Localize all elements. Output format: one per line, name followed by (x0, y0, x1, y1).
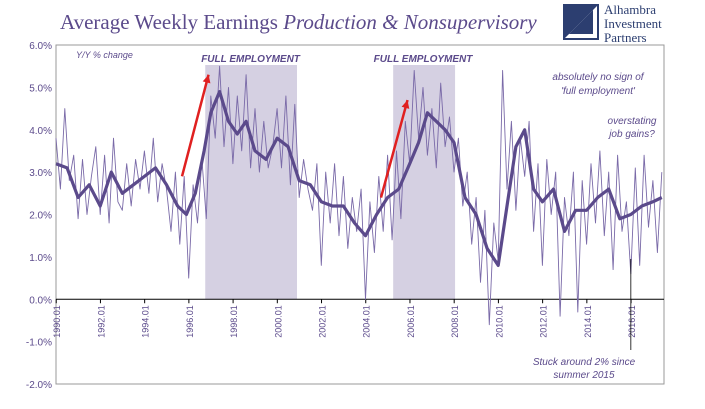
annotation-full-employment-1: FULL EMPLOYMENT (201, 54, 301, 65)
series-line-monthly (55, 65, 663, 326)
logo-line-2: Investment (604, 16, 662, 31)
red-arrow-1-head (202, 74, 211, 84)
chart-title: Average Weekly Earnings Production & Non… (60, 10, 537, 34)
y-tick-label: 1.0% (29, 253, 52, 264)
logo-line-1: Alhambra (604, 2, 656, 17)
y-tick-label: 0.0% (29, 295, 52, 306)
x-tick-label: 2002.01 (318, 305, 328, 338)
x-tick-label: 1990.01 (52, 305, 62, 338)
x-tick-label: 1992.01 (96, 305, 106, 338)
x-tick-label: 2006.01 (406, 305, 416, 338)
x-tick-label: 2012.01 (539, 305, 549, 338)
annotation-full-employment-2: FULL EMPLOYMENT (374, 54, 474, 65)
y-tick-label: 5.0% (29, 83, 52, 94)
logo-line-3: Partners (604, 30, 647, 45)
y-axis-label: Y/Y % change (76, 50, 133, 60)
annotation-overstating: overstating (608, 116, 657, 127)
x-tick-label: 2004.01 (362, 305, 372, 338)
x-tick-label: 2014.01 (583, 305, 593, 338)
x-tick-label: 1998.01 (229, 305, 239, 338)
x-tick-label: 2010.01 (494, 305, 504, 338)
red-arrow-2-head (401, 100, 410, 109)
y-tick-label: 3.0% (29, 168, 52, 179)
annotation-stuck: summer 2015 (553, 370, 615, 381)
x-tick-label: 2008.01 (450, 305, 460, 338)
red-arrow-2 (379, 99, 409, 198)
red-arrow-1 (180, 74, 210, 177)
annotation-no-sign: 'full employment' (561, 86, 636, 97)
series-line-average (55, 90, 663, 267)
y-tick-label: 6.0% (29, 41, 52, 52)
alhambra-logo-icon (563, 4, 599, 40)
y-tick-label: 4.0% (29, 126, 52, 137)
annotation-no-sign: absolutely no sign of (552, 72, 644, 83)
x-tick-label: 2000.01 (273, 305, 283, 338)
y-tick-label: 2.0% (29, 211, 52, 222)
y-tick-label: -2.0% (26, 380, 52, 391)
annotation-overstating: job gains? (607, 129, 655, 140)
x-tick-label: 1994.01 (141, 305, 151, 338)
x-tick-label: 2016.01 (627, 305, 637, 338)
shaded-period-1 (205, 65, 297, 300)
annotation-stuck: Stuck around 2% since (533, 357, 636, 368)
y-tick-label: -1.0% (26, 338, 52, 349)
logo-text: Alhambra Investment Partners (604, 3, 662, 45)
x-tick-label: 1996.01 (185, 305, 195, 338)
plot-frame (55, 44, 665, 385)
